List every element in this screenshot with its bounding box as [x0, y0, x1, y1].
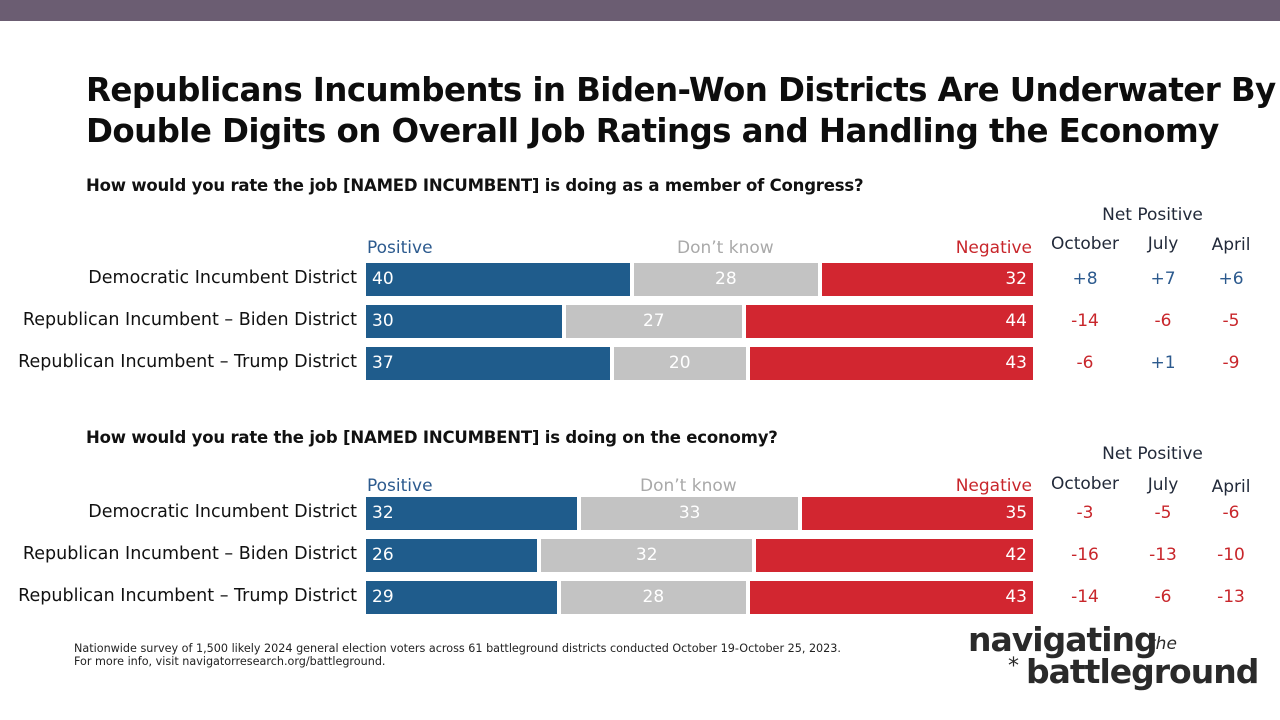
row-label: Republican Incumbent – Biden District [22, 310, 357, 330]
net-positive-value: -10 [1217, 545, 1245, 565]
bar-value-label: 43 [1005, 353, 1027, 373]
net-positive-value: -6 [1222, 503, 1240, 523]
legend-negative-1: Negative [955, 238, 1032, 258]
period-april-2: April [1211, 477, 1251, 497]
bar-value-label: 35 [1005, 503, 1028, 523]
net-positive-header-2: Net Positive [1102, 444, 1203, 464]
legend-positive-2: Positive [367, 476, 433, 496]
row-label: Republican Incumbent – Trump District [18, 352, 357, 372]
bar-value-label: 32 [372, 503, 394, 523]
bar-pos-segment: 30 [366, 305, 562, 338]
bar-pos-segment: 40 [366, 263, 630, 296]
net-positive-value: -14 [1071, 311, 1099, 331]
legend-negative-2: Negative [955, 476, 1032, 496]
bar-value-label: 26 [372, 545, 394, 565]
top-accent-bar [0, 0, 1280, 21]
bar-neg-segment: 44 [745, 305, 1033, 338]
period-april-1: April [1211, 235, 1251, 255]
row-label: Republican Incumbent – Trump District [18, 586, 357, 606]
footnote-line-2: For more info, visit navigatorresearch.o… [74, 655, 386, 668]
bar-neg-segment: 43 [749, 581, 1033, 614]
question-congress: How would you rate the job [NAMED INCUMB… [86, 176, 864, 195]
legend-positive-1: Positive [367, 238, 433, 258]
bar-value-label: 28 [715, 269, 737, 289]
row-label: Republican Incumbent – Biden District [22, 544, 357, 564]
bar-value-label: 27 [642, 311, 665, 331]
bar-dk-segment: 20 [613, 347, 746, 380]
net-positive-value: -14 [1071, 587, 1099, 607]
period-july-2: July [1147, 475, 1179, 495]
bar-value-label: 32 [635, 545, 658, 565]
bar-neg-segment: 35 [802, 497, 1034, 530]
row-label: Democratic Incumbent District [88, 268, 357, 288]
bar-dk-segment: 33 [580, 497, 799, 530]
bar-pos-segment: 26 [366, 539, 538, 572]
bar-value-label: 20 [668, 353, 691, 373]
net-positive-value: -3 [1076, 503, 1094, 523]
logo-word-the: the [1149, 634, 1177, 654]
bar-value-label: 42 [1005, 545, 1027, 565]
bar-dk-segment: 32 [541, 539, 753, 572]
bar-neg-segment: 42 [756, 539, 1033, 572]
net-positive-value: -6 [1154, 311, 1172, 331]
period-october-1: October [1050, 234, 1120, 254]
net-positive-value: -5 [1222, 311, 1240, 331]
period-october-2: October [1050, 474, 1120, 494]
row-label: Democratic Incumbent District [88, 502, 357, 522]
net-positive-value: -5 [1154, 503, 1172, 523]
bar-dk-segment: 28 [633, 263, 819, 296]
logo-word-navigating: navigating [968, 620, 1158, 659]
bar-value-label: 37 [372, 353, 394, 373]
footnote: Nationwide survey of 1,500 likely 2024 g… [74, 642, 841, 668]
net-positive-value: +6 [1218, 269, 1244, 289]
footnote-line-1: Nationwide survey of 1,500 likely 2024 g… [74, 642, 841, 655]
bar-pos-segment: 29 [366, 581, 558, 614]
bar-dk-segment: 28 [561, 581, 746, 614]
logo-star-icon: * [1008, 654, 1019, 679]
legend-dont-know-1: Don’t know [677, 238, 774, 258]
bar-value-label: 32 [1005, 269, 1027, 289]
net-positive-value: +8 [1072, 269, 1098, 289]
bar-neg-segment: 43 [749, 347, 1033, 380]
bar-value-label: 40 [372, 269, 394, 289]
bar-value-label: 44 [1005, 311, 1027, 331]
page-title: Republicans Incumbents in Biden-Won Dist… [86, 71, 1276, 150]
net-positive-value: -13 [1217, 587, 1245, 607]
bar-pos-segment: 32 [366, 497, 577, 530]
net-positive-value: +7 [1150, 269, 1176, 289]
question-economy: How would you rate the job [NAMED INCUMB… [86, 428, 778, 447]
net-positive-header-1: Net Positive [1102, 205, 1203, 225]
bar-dk-segment: 27 [565, 305, 742, 338]
net-positive-value: -13 [1149, 545, 1177, 565]
bar-value-label: 30 [372, 311, 394, 331]
net-positive-value: -6 [1154, 587, 1172, 607]
bar-value-label: 33 [678, 503, 701, 523]
net-positive-value: +1 [1150, 353, 1176, 373]
legend-dont-know-2: Don’t know [640, 476, 737, 496]
bar-value-label: 29 [372, 587, 394, 607]
bar-neg-segment: 32 [822, 263, 1033, 296]
navigating-battleground-logo: navigating the * battleground [968, 620, 1259, 700]
bar-value-label: 28 [642, 587, 665, 607]
period-july-1: July [1147, 234, 1179, 254]
logo-word-battleground: battleground [1026, 652, 1259, 691]
bar-value-label: 43 [1005, 587, 1027, 607]
net-positive-value: -9 [1222, 353, 1240, 373]
bar-pos-segment: 37 [366, 347, 610, 380]
net-positive-value: -6 [1076, 353, 1094, 373]
net-positive-value: -16 [1071, 545, 1099, 565]
